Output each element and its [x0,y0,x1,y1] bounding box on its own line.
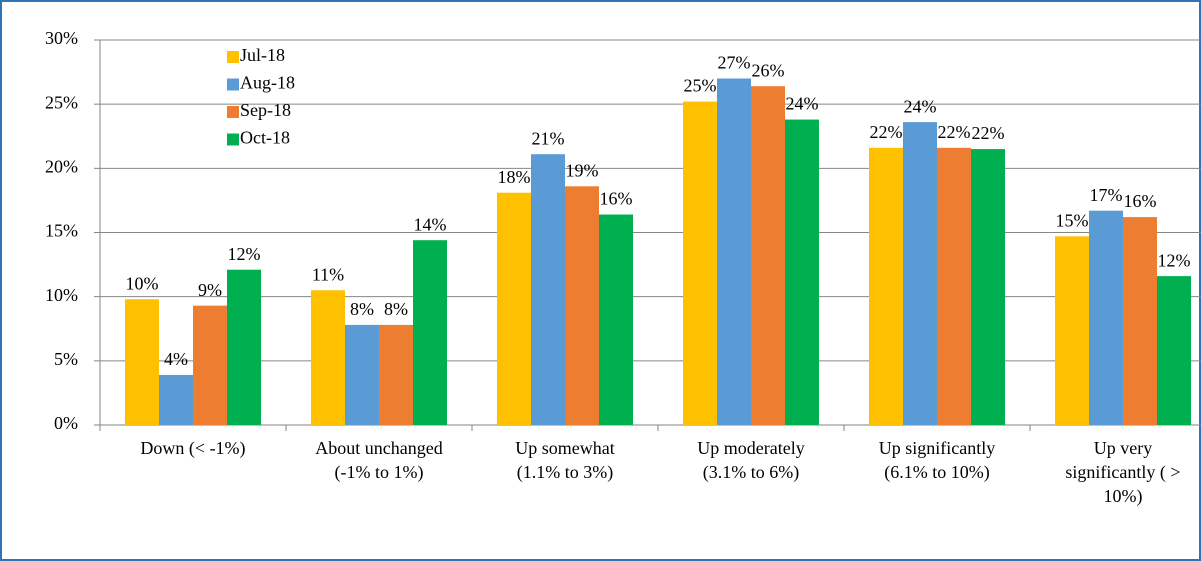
bar [497,192,531,425]
bar [683,101,717,425]
legend-swatch [227,78,239,91]
data-label: 12% [228,244,261,264]
x-tick-label: (6.1% to 10%) [884,462,989,483]
x-tick-label: Up somewhat [515,438,614,458]
data-label: 24% [904,96,937,116]
bar [345,324,379,425]
data-label: 12% [1158,250,1191,270]
bar [565,186,599,425]
legend-label: Jul-18 [240,45,285,65]
data-label: 25% [684,76,717,96]
bar [751,86,785,425]
y-tick-label: 5% [54,349,78,369]
x-tick-label: Up very [1094,438,1152,458]
legend-swatch [227,51,239,63]
bar [785,119,819,426]
x-tick-label: Up significantly [879,438,995,458]
data-label: 21% [532,128,565,148]
x-tick-label: 10%) [1104,486,1143,507]
data-label: 22% [870,122,903,142]
data-label: 10% [126,273,159,293]
data-label: 11% [312,264,344,284]
data-label: 27% [718,53,751,73]
data-label: 24% [786,94,819,114]
x-tick-label: (3.1% to 6%) [703,462,799,483]
bar [311,290,345,425]
data-label: 14% [414,214,447,234]
y-tick-label: 25% [45,92,78,112]
data-label: 16% [1124,191,1157,211]
y-tick-label: 10% [45,285,78,305]
bar [1123,217,1157,425]
x-tick-label: (1.1% to 3%) [517,462,613,483]
bar [599,214,633,425]
x-tick-label: Up moderately [697,438,804,458]
y-tick-label: 15% [45,221,78,241]
bar [717,78,751,425]
legend-swatch [227,133,239,146]
bar [869,147,903,426]
data-label: 9% [198,280,222,300]
bar [413,240,447,425]
bar [1157,276,1191,425]
data-label: 22% [972,123,1005,143]
data-label: 26% [752,60,785,80]
legend-label: Oct-18 [240,128,290,148]
y-tick-label: 0% [54,413,78,433]
legend-label: Sep-18 [240,100,291,120]
bar [971,149,1005,426]
bar [227,269,261,425]
data-label: 8% [350,299,374,319]
legend-label: Aug-18 [240,73,295,93]
bar [903,122,937,425]
x-tick-label: (-1% to 1%) [335,462,424,483]
bar [379,324,413,425]
data-label: 17% [1090,185,1123,205]
bar [1055,236,1089,425]
x-tick-label: About unchanged [315,438,442,458]
bar [531,154,565,425]
data-label: 22% [938,122,971,142]
y-tick-label: 20% [45,156,78,176]
x-tick-label: significantly ( > [1065,462,1180,483]
x-tick-label: Down (< -1%) [140,438,245,459]
data-label: 18% [498,167,531,187]
data-label: 8% [384,299,408,319]
bar [937,147,971,426]
bar [159,374,193,425]
bar [1089,210,1123,425]
data-label: 4% [164,349,188,369]
bar [125,299,159,425]
data-label: 15% [1056,210,1089,230]
data-label: 19% [566,160,599,180]
legend-swatch [227,106,239,118]
bar [193,305,227,425]
y-tick-label: 30% [45,28,78,48]
data-label: 16% [600,189,633,209]
